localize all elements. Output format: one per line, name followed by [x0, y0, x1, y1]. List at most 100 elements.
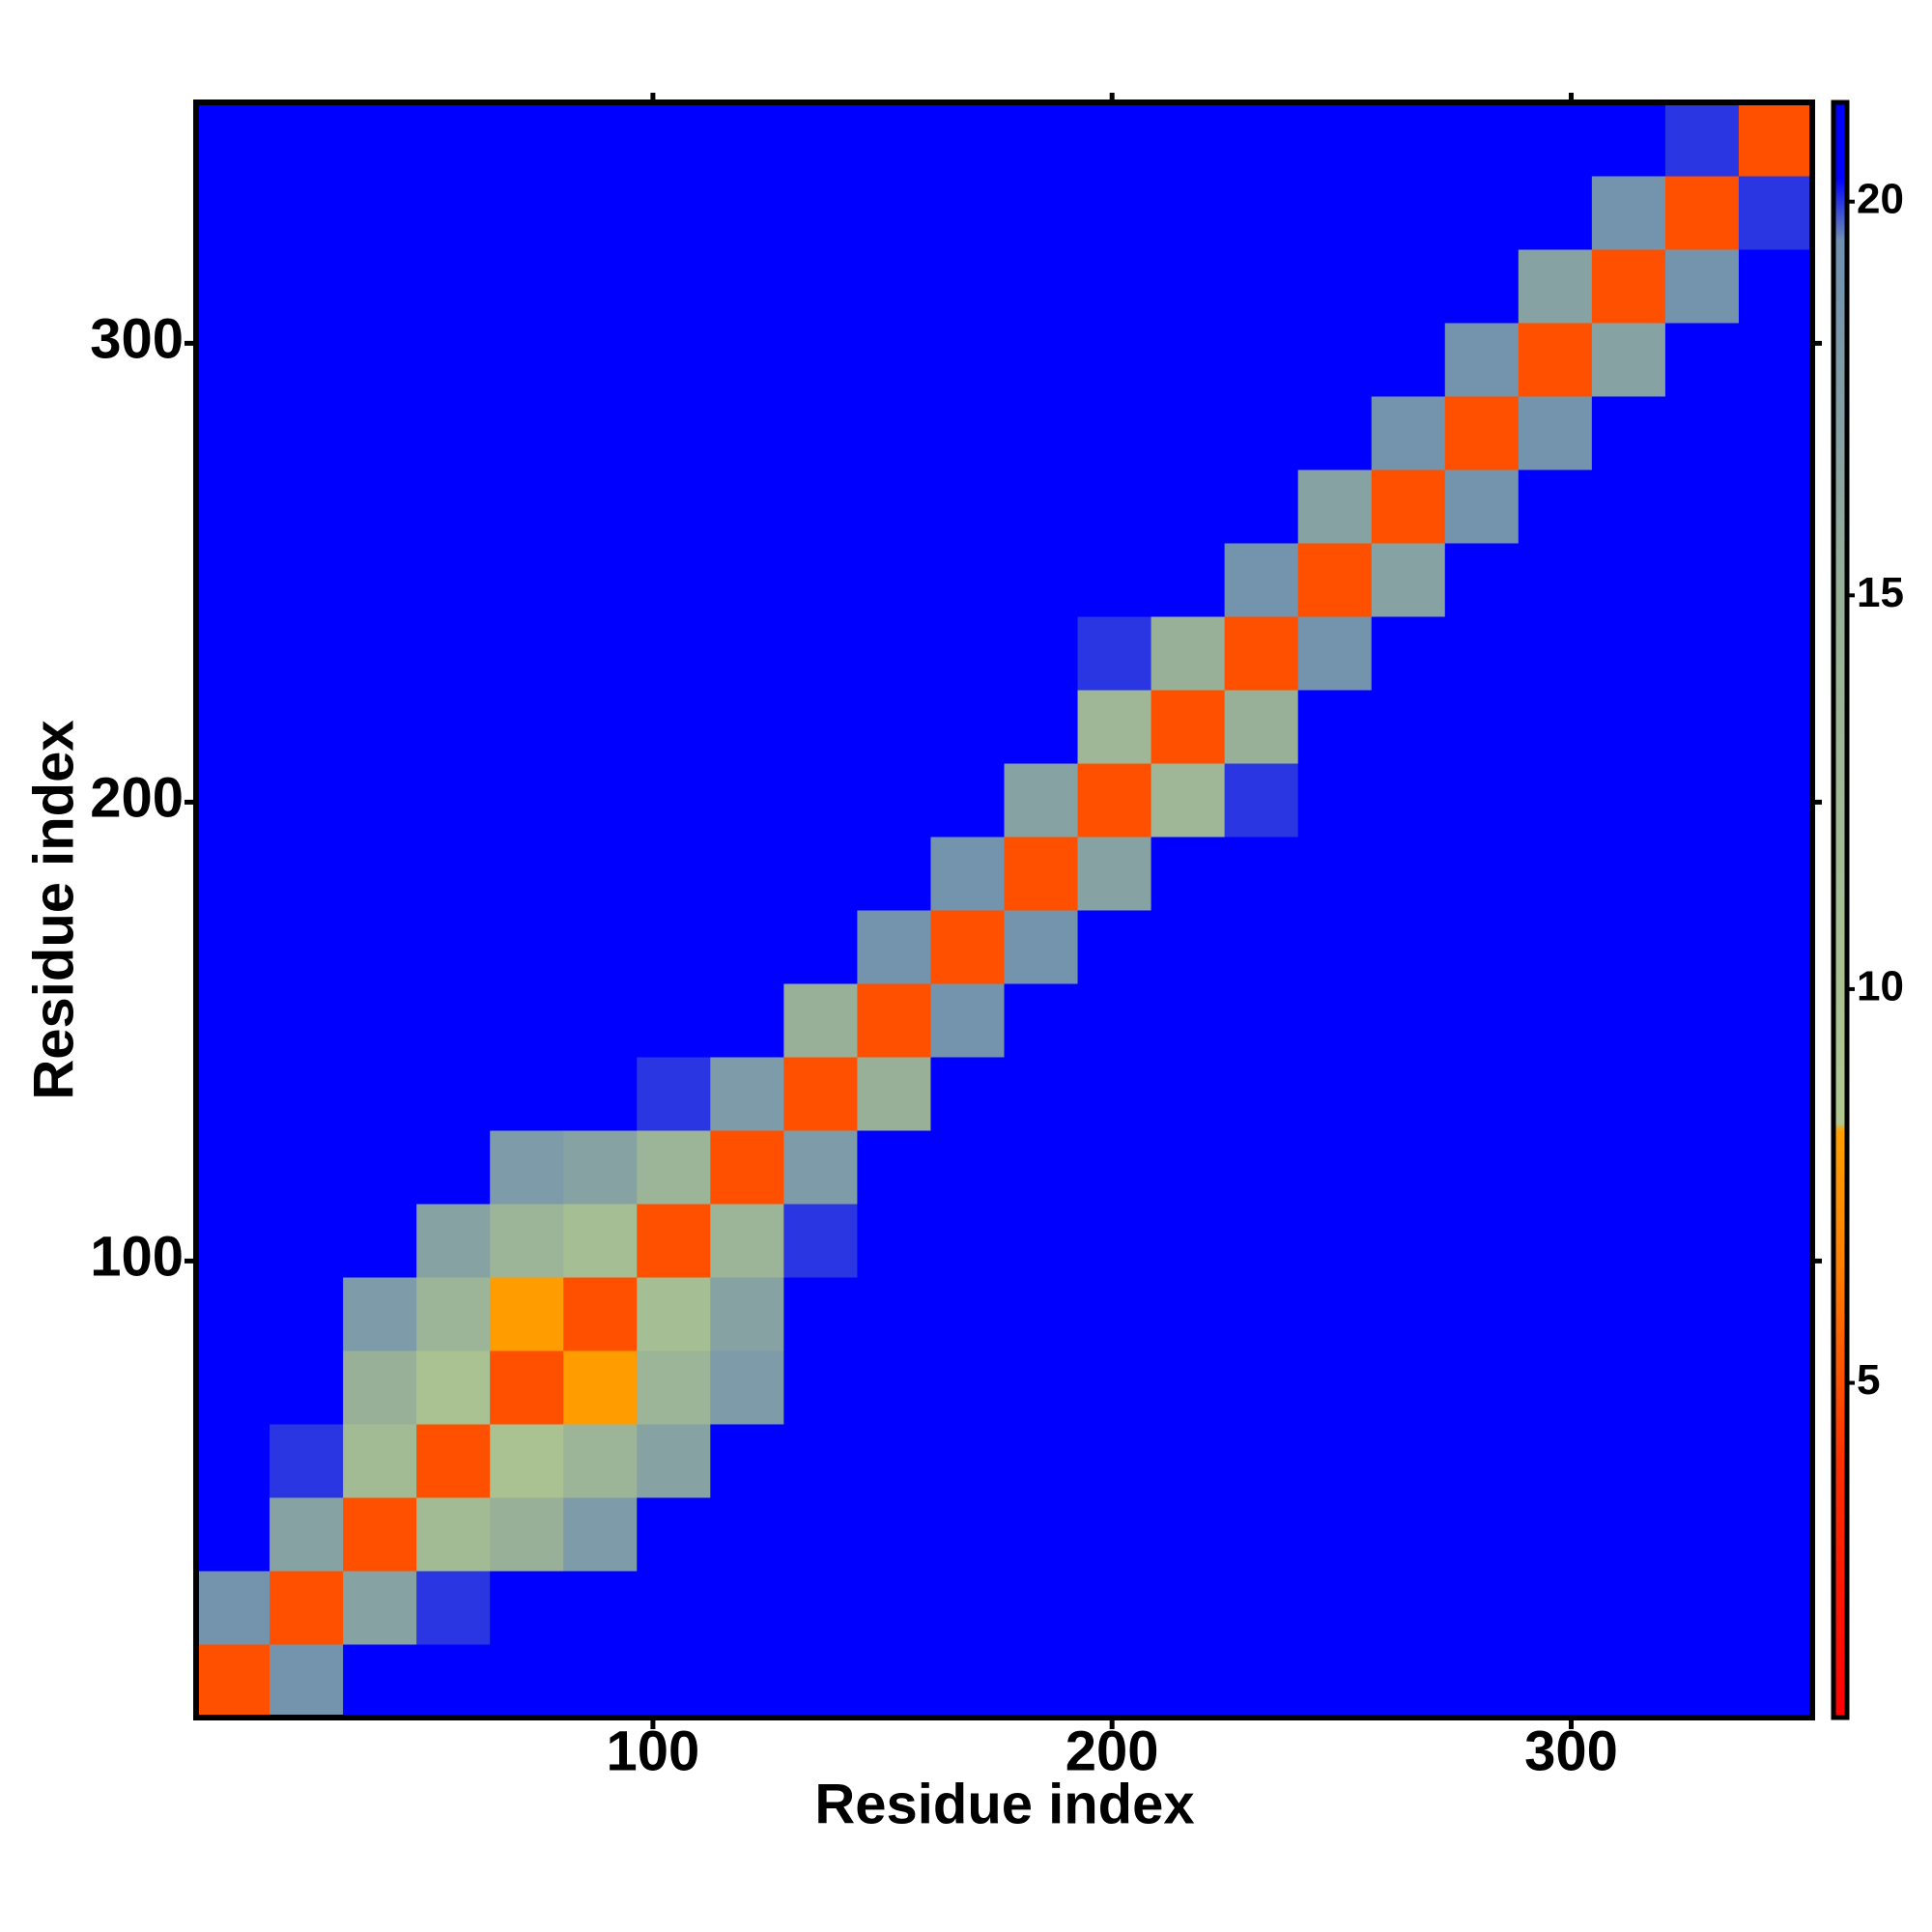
heatmap-cell: [710, 1424, 784, 1498]
heatmap-cell: [1518, 690, 1593, 764]
heatmap-cell: [637, 469, 711, 544]
heatmap-cell: [710, 690, 784, 764]
heatmap-cell: [1591, 396, 1666, 470]
heatmap-cell: [270, 469, 344, 544]
heatmap-cell: [1371, 1571, 1446, 1645]
heatmap-cell: [1224, 983, 1299, 1058]
heatmap-cell: [710, 983, 784, 1058]
heatmap-cell: [637, 1057, 711, 1131]
heatmap-cell: [857, 249, 931, 324]
heatmap-cell: [1077, 763, 1152, 838]
heatmap-cell: [490, 1424, 564, 1498]
heatmap-cell: [637, 690, 711, 764]
heatmap-cell: [490, 396, 564, 470]
heatmap-cell: [270, 1277, 344, 1351]
heatmap-cell: [637, 176, 711, 250]
heatmap-cell: [343, 1130, 417, 1205]
heatmap-cell: [1004, 1350, 1079, 1425]
heatmap-cell: [416, 763, 491, 838]
heatmap-cell: [270, 1497, 344, 1572]
heatmap-cell: [1664, 1130, 1740, 1205]
heatmap-cell: [490, 323, 564, 397]
heatmap-cell: [1297, 616, 1373, 691]
heatmap-cell: [343, 1644, 417, 1719]
heatmap-cell: [710, 1571, 784, 1645]
heatmap-cell: [1004, 837, 1079, 911]
heatmap-cell: [710, 837, 784, 911]
heatmap-cell: [1371, 176, 1446, 250]
heatmap-cell: [1738, 249, 1813, 324]
heatmap-cell: [1004, 763, 1079, 838]
heatmap-cell: [196, 396, 270, 470]
heatmap-cell: [1518, 323, 1593, 397]
heatmap-cell: [416, 837, 491, 911]
heatmap-cell: [1151, 469, 1226, 544]
heatmap-cell: [1151, 176, 1226, 250]
heatmap-cell: [1151, 323, 1226, 397]
heatmap-cell: [857, 1204, 931, 1278]
heatmap-cell: [1444, 837, 1520, 911]
heatmap-cell: [1591, 1497, 1666, 1572]
heatmap-cell: [1224, 1204, 1299, 1278]
heatmap-cell: [1664, 176, 1740, 250]
heatmap-cell: [416, 543, 491, 617]
heatmap-cell: [1224, 176, 1299, 250]
heatmap-cell: [930, 837, 1005, 911]
heatmap-cell: [1591, 616, 1666, 691]
heatmap-cell: [783, 837, 858, 911]
heatmap-cell: [1004, 983, 1079, 1058]
heatmap-cell: [1297, 102, 1373, 177]
heatmap-cell: [710, 469, 784, 544]
heatmap-cell: [563, 1204, 638, 1278]
heatmap-cell: [1004, 1057, 1079, 1131]
heatmap-cell: [1151, 763, 1226, 838]
heatmap-cell: [563, 249, 638, 324]
heatmap-cell: [1738, 102, 1813, 177]
heatmap-cell: [1518, 1424, 1593, 1498]
heatmap-cell: [416, 469, 491, 544]
heatmap-cell: [416, 1424, 491, 1498]
heatmap-cell: [270, 983, 344, 1058]
heatmap-cell: [1591, 1424, 1666, 1498]
heatmap-cell: [710, 763, 784, 838]
heatmap-cell: [343, 1424, 417, 1498]
heatmap-cell: [563, 910, 638, 984]
heatmap-cell: [783, 543, 858, 617]
heatmap-cell: [1371, 323, 1446, 397]
heatmap-cell: [1371, 1204, 1446, 1278]
heatmap-cell: [783, 763, 858, 838]
heatmap-cell: [710, 396, 784, 470]
heatmap-cell: [343, 396, 417, 470]
heatmap-cell: [1444, 910, 1520, 984]
heatmap-cell: [1224, 1130, 1299, 1205]
heatmap-cell: [196, 910, 270, 984]
heatmap-cell: [1518, 1497, 1593, 1572]
colorbar-tick-label: 20: [1857, 175, 1904, 222]
heatmap-cell: [1738, 1644, 1813, 1719]
heatmap-cell: [563, 1571, 638, 1645]
heatmap-cell: [1518, 1350, 1593, 1425]
heatmap-cell: [1738, 983, 1813, 1058]
heatmap-cell: [270, 1130, 344, 1205]
heatmap-cell: [270, 763, 344, 838]
heatmap-cell: [783, 176, 858, 250]
heatmap-cell: [857, 690, 931, 764]
heatmap-cell: [857, 1424, 931, 1498]
heatmap-cell: [1224, 763, 1299, 838]
heatmap-cell: [1444, 102, 1520, 177]
heatmap-cell: [1077, 249, 1152, 324]
heatmap-cell: [1004, 102, 1079, 177]
heatmap-cell: [1444, 1277, 1520, 1351]
heatmap-cell: [1664, 396, 1740, 470]
heatmap-cell: [1371, 1497, 1446, 1572]
heatmap-cell: [1444, 1350, 1520, 1425]
heatmap-cell: [563, 1057, 638, 1131]
heatmap-cell: [1591, 1350, 1666, 1425]
heatmap-cell: [196, 1497, 270, 1572]
heatmap-cell: [1004, 176, 1079, 250]
heatmap-cell: [490, 1057, 564, 1131]
heatmap-cell: [1664, 1644, 1740, 1719]
heatmap-cell: [196, 469, 270, 544]
heatmap-cell: [710, 1497, 784, 1572]
